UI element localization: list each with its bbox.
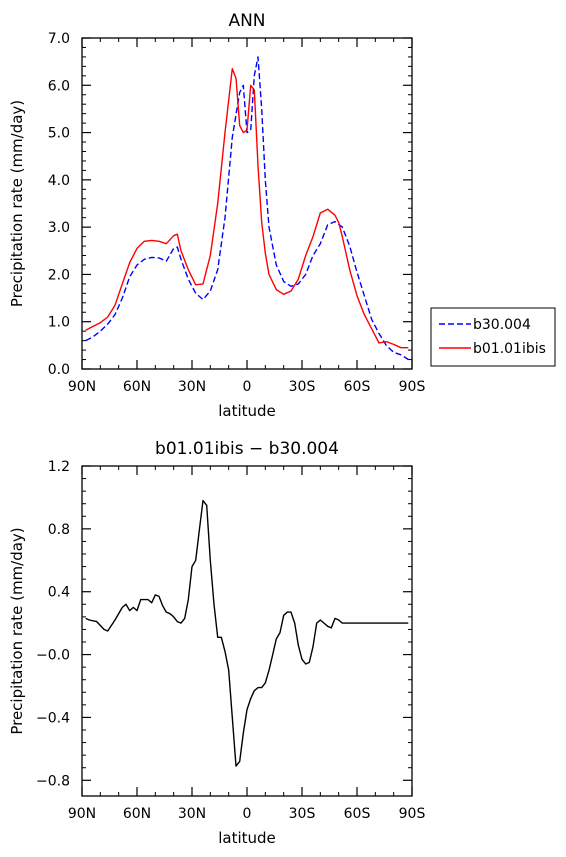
x-tick-label: 60S: [344, 806, 371, 822]
x-tick-label: 30S: [289, 806, 316, 822]
x-tick-label: 60S: [344, 379, 371, 395]
x-tick-label: 30S: [289, 379, 316, 395]
y-tick-label: −0.4: [36, 710, 70, 726]
y-tick-label: 2.0: [48, 267, 70, 283]
y-axis-label: Precipitation rate (mm/day): [8, 527, 26, 734]
y-tick-label: 1.2: [48, 459, 70, 475]
x-tick-label: 60N: [123, 379, 151, 395]
x-tick-label: 90S: [399, 379, 426, 395]
y-tick-label: 0.4: [48, 585, 70, 601]
y-tick-label: 5.0: [48, 126, 70, 142]
y-axis-label: Precipitation rate (mm/day): [8, 100, 26, 307]
y-tick-label: 4.0: [48, 173, 70, 189]
chart-title: ANN: [228, 11, 265, 31]
x-tick-label: 0: [243, 806, 252, 822]
x-tick-label: 30N: [178, 806, 206, 822]
y-tick-label: 1.0: [48, 315, 70, 331]
x-tick-label: 90S: [399, 806, 426, 822]
x-axis-label: latitude: [218, 402, 276, 420]
legend-label-1: b30.004: [473, 317, 531, 333]
x-axis-label: latitude: [218, 829, 276, 847]
x-tick-label: 60N: [123, 806, 151, 822]
legend-label-2: b01.01ibis: [473, 341, 546, 357]
series-line-1: [85, 499, 409, 767]
plot-frame: [81, 465, 413, 797]
chart-title: b01.01ibis − b30.004: [155, 439, 339, 459]
y-tick-label: 7.0: [48, 31, 70, 47]
legend-box: [430, 307, 556, 367]
x-tick-label: 90N: [68, 806, 96, 822]
x-tick-label: 90N: [68, 379, 96, 395]
x-tick-label: 30N: [178, 379, 206, 395]
y-tick-label: −0.8: [36, 773, 70, 789]
chart-panel-1: ANN 90N 60N 30N 0 30S 60S 90S 0.0 1.0 2.0 3.0 4.0 5.0…: [8, 11, 556, 420]
plot-frame: [81, 37, 413, 370]
chart-panel-2: b01.01ibis − b30.004 90N 60N 30N 0 30S 60S 90S −…: [8, 439, 425, 847]
y-tick-label: −0.0: [36, 648, 70, 664]
y-tick-label: 0.0: [48, 362, 70, 378]
y-tick-label: 0.8: [48, 522, 70, 538]
series-line-2: [85, 67, 409, 349]
x-tick-label: 0: [243, 379, 252, 395]
y-tick-label: 3.0: [48, 220, 70, 236]
y-tick-label: 6.0: [48, 78, 70, 94]
series-line-1: [85, 56, 409, 361]
